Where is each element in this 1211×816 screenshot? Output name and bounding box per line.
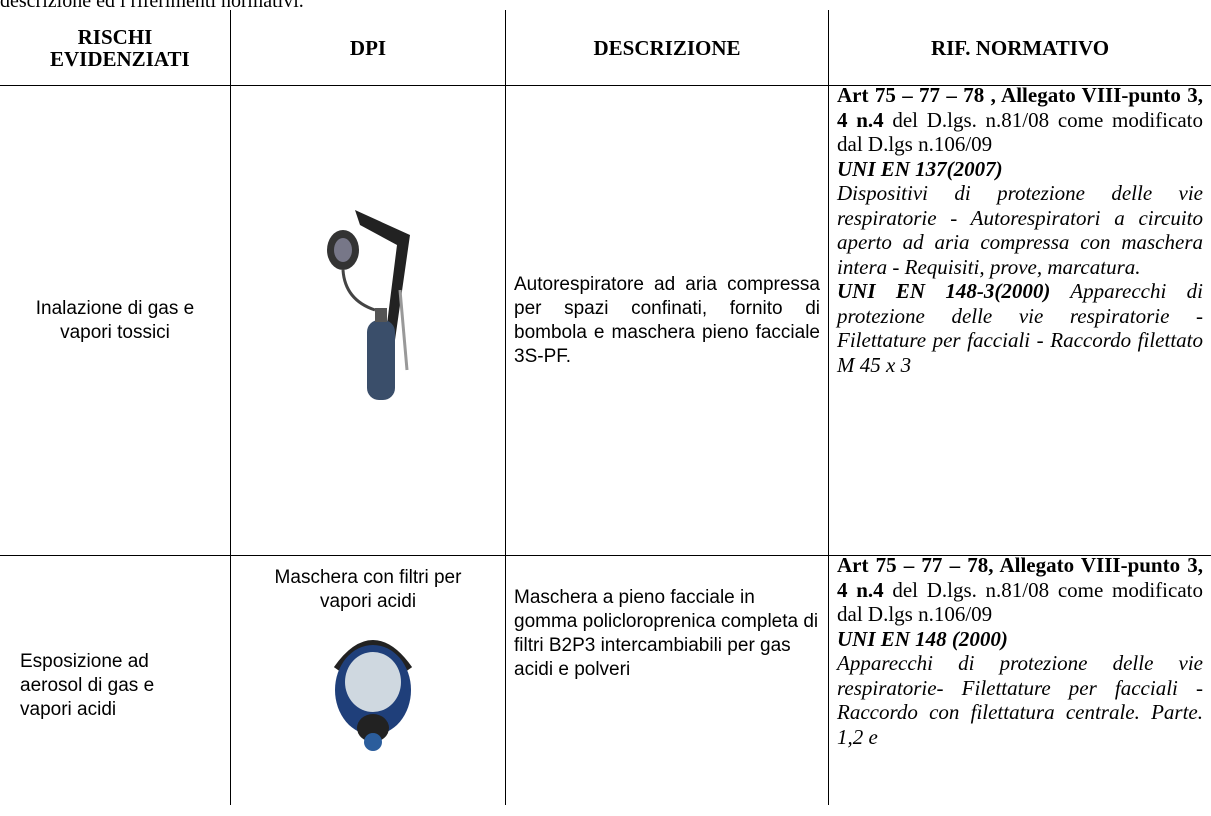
description-text: Maschera a pieno facciale in gomma polic… (514, 587, 819, 680)
risk-text: Inalazione di gas e vapori tossici (35, 297, 195, 343)
column-border (828, 10, 829, 805)
reference-paragraph: UNI EN 148-3(2000) Apparecchi di protezi… (837, 279, 1203, 377)
risk-cell: Esposizione ad aerosol di gas e vapori a… (0, 556, 230, 816)
mask-image (333, 640, 413, 751)
risk-text: Esposizione ad aerosol di gas e vapori a… (20, 651, 155, 720)
reference-paragraph: UNI EN 137(2007) (837, 157, 1203, 182)
reference-cell: Art 75 – 77 – 78, Allegato VIII-punto 3,… (829, 553, 1211, 816)
header-cell: RIF. NORMATIVO (829, 10, 1211, 85)
risk-cell: Inalazione di gas e vapori tossici (0, 86, 230, 555)
intro: descrizione ed i riferimenti normativi. (0, 0, 304, 12)
reference-run: del D.lgs. n.81/08 come modificato dal D… (837, 577, 1203, 627)
description-cell: Maschera a pieno facciale in gomma polic… (506, 556, 828, 816)
reference-paragraph: Art 75 – 77 – 78, Allegato VIII-punto 3,… (837, 553, 1203, 627)
breathing-apparatus-image (327, 210, 410, 400)
header-text: DPI (349, 35, 387, 60)
reference-run: UNI EN 148-3(2000) (837, 279, 1051, 303)
header-cell: DPI (231, 10, 505, 85)
description-text: Autorespiratore ad aria compressa per sp… (514, 273, 820, 367)
reference-run: Apparecchi di protezione delle vie respi… (837, 279, 1203, 377)
dpi-cell: Maschera con filtri per vapori acidi (231, 566, 505, 626)
reference-run: Apparecchi di protezione delle vie respi… (837, 651, 1203, 749)
reference-run: Art 75 – 77 – 78 , Allegato VIII-punto 3… (837, 83, 1203, 132)
header-text: RIF. NORMATIVO (930, 35, 1110, 60)
reference-run: Dispositivi di protezione delle vie resp… (837, 181, 1203, 279)
header-cell: DESCRIZIONE (506, 10, 828, 85)
reference-cell: Art 75 – 77 – 78 , Allegato VIII-punto 3… (829, 83, 1211, 555)
reference-paragraph: UNI EN 148 (2000) (837, 627, 1203, 652)
header-text: DESCRIZIONE (593, 35, 741, 60)
column-border (505, 10, 506, 805)
reference-run: UNI EN 148 (2000) (837, 626, 1008, 651)
header-text: RISCHI EVIDENZIATI (50, 24, 190, 71)
column-border (230, 10, 231, 805)
reference-paragraph: Apparecchi di protezione delle vie respi… (837, 651, 1203, 749)
header-cell: RISCHI EVIDENZIATI (0, 10, 230, 85)
dpi-text: Maschera con filtri per vapori acidi (274, 567, 462, 612)
description-cell: Autorespiratore ad aria compressa per sp… (506, 86, 828, 555)
row-border (0, 85, 1211, 86)
reference-run: Art 75 – 77 – 78, Allegato VIII-punto 3,… (837, 553, 1203, 602)
reference-paragraph: Dispositivi di protezione delle vie resp… (837, 181, 1203, 279)
reference-run: del D.lgs. n.81/08 come modificato dal D… (837, 107, 1203, 157)
reference-run: UNI EN 137(2007) (837, 156, 1003, 181)
reference-paragraph: Art 75 – 77 – 78 , Allegato VIII-punto 3… (837, 83, 1203, 157)
row-border (0, 555, 1211, 556)
